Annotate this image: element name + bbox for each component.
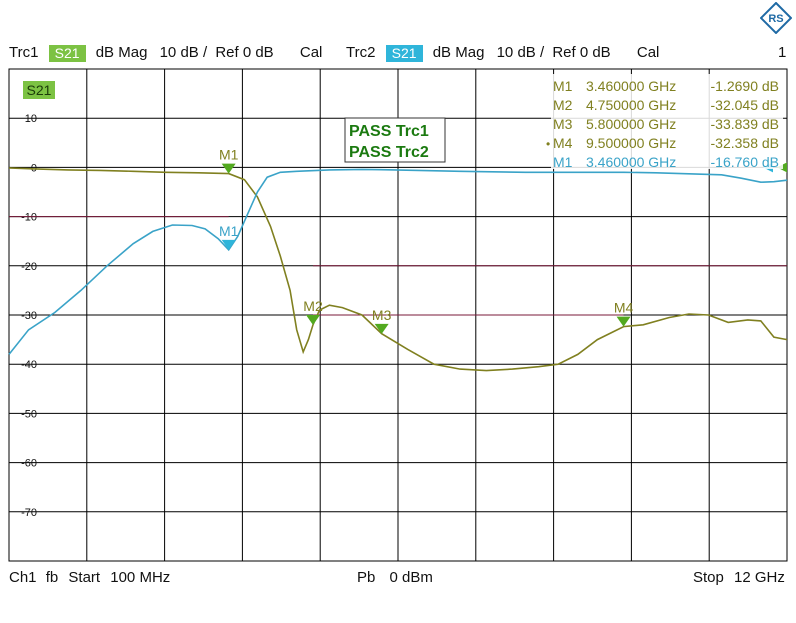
trc2-param-badge[interactable]: S21	[385, 44, 423, 62]
trc1-cal: Cal	[299, 44, 323, 61]
marker-triangle	[306, 315, 321, 326]
limit-lines	[9, 216, 787, 316]
y-tick-label: 10	[25, 113, 37, 125]
trc2-scale: 10 dB /	[496, 44, 545, 61]
y-tick-label: -40	[21, 359, 37, 371]
trc1-ref: Ref 0 dB	[215, 44, 274, 61]
marker-triangle	[221, 163, 236, 174]
markers: M1 M2 M3 M4 M1	[219, 147, 634, 334]
plot-label-text: S21	[27, 82, 52, 98]
marker-readout: M1 3.460000 GHz -1.2690 dB M2 4.750000 GHz -3…	[546, 74, 783, 170]
window-number: 1	[778, 44, 787, 61]
plot-label-badge	[23, 81, 55, 99]
readout-marker-name: M2	[553, 97, 573, 113]
pass-message: PASS Trc2	[349, 144, 429, 161]
y-tick-label: -30	[21, 310, 37, 322]
readout-frequency: 4.750000 GHz	[586, 97, 676, 113]
trc1-param-badge[interactable]: S21	[48, 44, 86, 62]
trc2-cal: Cal	[636, 44, 660, 61]
y-tick-label: -10	[21, 212, 37, 224]
marker-label: M2	[303, 298, 323, 314]
footer-stop-info[interactable]: Stop 12 GHz	[693, 569, 785, 586]
readout-frequency: 9.500000 GHz	[586, 135, 676, 151]
trc2-label: Trc2	[346, 44, 376, 61]
y-tick-label: -60	[21, 458, 37, 470]
trc2-ref: Ref 0 dB	[552, 44, 611, 61]
marker-label: M1	[219, 147, 239, 163]
marker-triangle	[221, 239, 236, 250]
power-label: Pb	[357, 569, 376, 586]
trace2-header[interactable]: Trc2 S21 dB Mag 10 dB / Ref 0 dB Cal	[346, 44, 659, 64]
marker-label: M1	[219, 223, 239, 239]
y-tick-label: -70	[21, 507, 37, 519]
readout-marker-name: M1	[553, 154, 573, 170]
footer-power-info[interactable]: Pb 0 dBm	[357, 569, 433, 586]
stop-value[interactable]: 12 GHz	[734, 569, 785, 586]
start-value[interactable]: 100 MHz	[110, 569, 171, 586]
readout-value: -32.358 dB	[711, 135, 780, 151]
y-tick-label: -50	[21, 408, 37, 420]
marker-triangle	[616, 316, 631, 327]
marker-label: M4	[614, 300, 634, 316]
readout-background	[551, 74, 783, 169]
readout-value: -1.2690 dB	[711, 78, 780, 94]
power-value[interactable]: 0 dBm	[389, 569, 433, 586]
svg-text:RS: RS	[768, 13, 783, 25]
channel-label: Ch1	[9, 569, 37, 586]
trace1-line	[8, 167, 788, 372]
stop-label: Stop	[693, 569, 724, 586]
fb-label: fb	[45, 569, 59, 586]
readout-frequency: 3.460000 GHz	[586, 154, 676, 170]
trace1-header[interactable]: Trc1 S21 dB Mag 10 dB / Ref 0 dB Cal	[9, 44, 322, 64]
pass-box	[344, 117, 446, 163]
readout-value: -32.045 dB	[711, 97, 780, 113]
trc2-format: dB Mag	[432, 44, 485, 61]
footer-channel-info[interactable]: Ch1 fb Start 100 MHz	[9, 569, 170, 586]
readout-marker-name: M4	[553, 135, 573, 151]
marker-label: M3	[372, 307, 392, 323]
readout-value: -16.760 dB	[711, 154, 780, 170]
y-tick-label: -20	[21, 261, 37, 273]
marker-triangle	[374, 323, 389, 334]
trace2-line	[8, 168, 788, 355]
readout-frequency: 5.800000 GHz	[586, 116, 676, 132]
readout-marker-name: M1	[553, 78, 573, 94]
readout-marker-name: M3	[553, 116, 573, 132]
trc1-label: Trc1	[9, 44, 39, 61]
readout-frequency: 3.460000 GHz	[586, 78, 676, 94]
plot-label: S21	[23, 81, 55, 99]
y-tick-labels: 100-10-20-30-40-50-60-70	[21, 113, 37, 519]
trc1-format: dB Mag	[95, 44, 148, 61]
pass-indicator: PASS Trc1 PASS Trc2	[344, 117, 446, 163]
start-label: Start	[68, 569, 101, 586]
pass-message: PASS Trc1	[349, 123, 429, 140]
rs-logo-icon: RS	[760, 2, 792, 34]
trc1-scale: 10 dB /	[159, 44, 208, 61]
active-marker-dot: •	[546, 137, 550, 151]
readout-value: -33.839 dB	[711, 116, 780, 132]
